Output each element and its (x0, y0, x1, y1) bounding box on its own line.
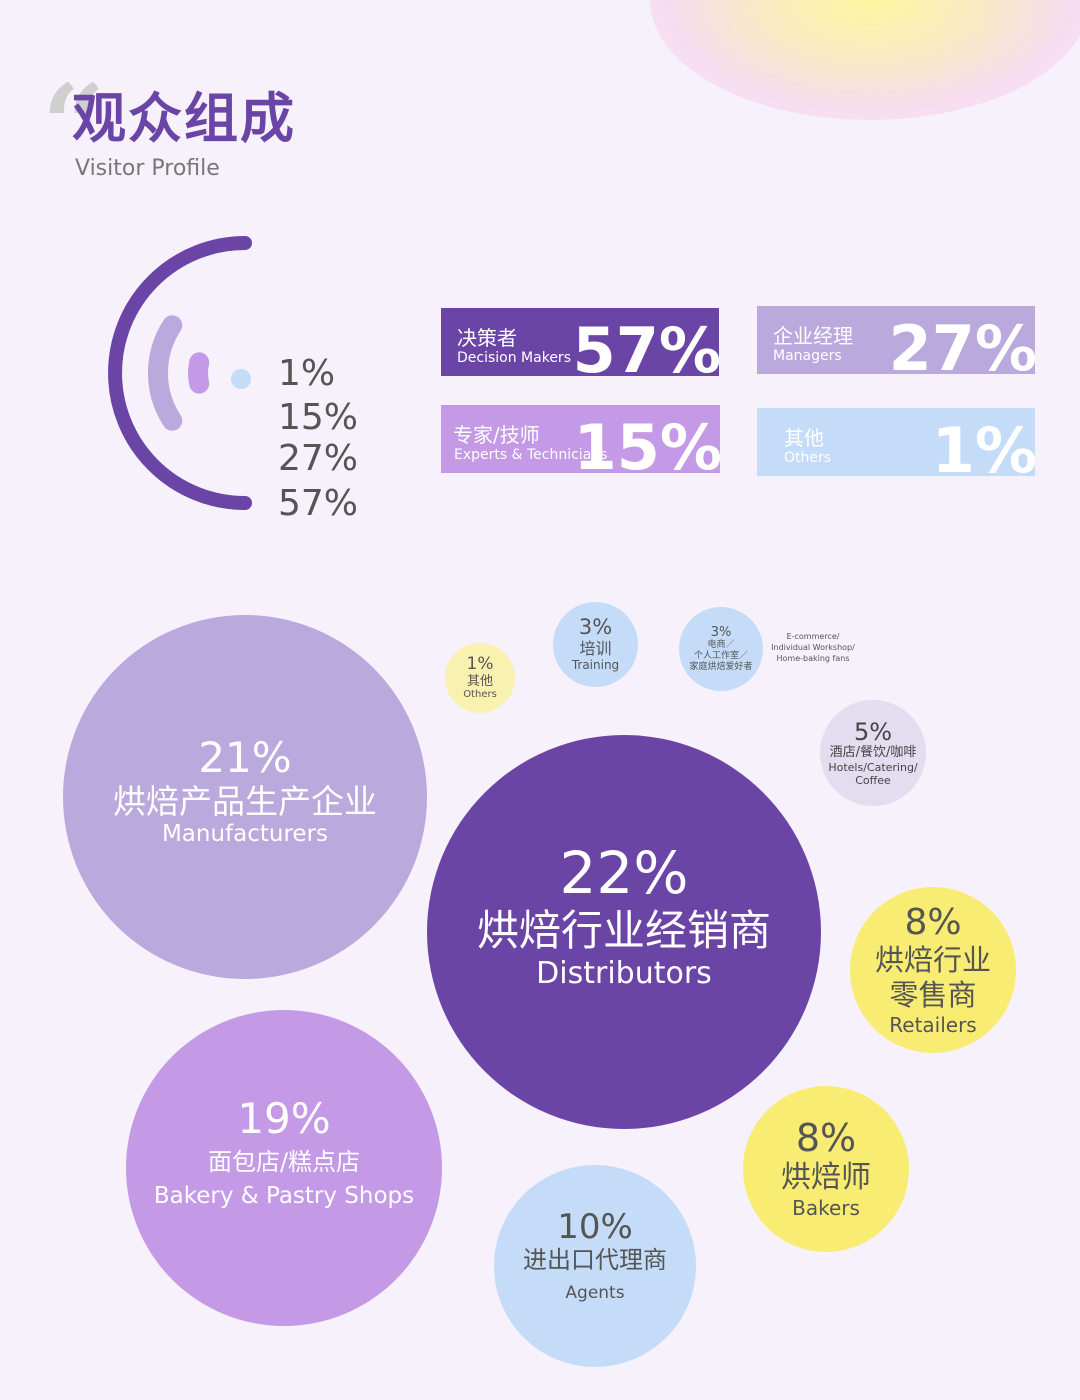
bubble-label-en: Agents (565, 1282, 625, 1303)
ecommerce-english-note: E-commerce/ Individual Workshop/ Home-ba… (768, 632, 858, 664)
legend-card-label-en: Experts & Technicians (454, 447, 608, 463)
legend-card-value: 27% (888, 312, 1035, 375)
bubble-label-en: Coffee (855, 773, 891, 787)
legend-card-managers: 企业经理 Managers 27% (757, 306, 1035, 374)
bubble-label-en: Retailers (889, 1012, 977, 1037)
legend-card-value: 15% (573, 411, 720, 474)
radial-value-label: 57% (278, 483, 359, 524)
bubble-label-en: Hotels/Catering/ (828, 760, 918, 774)
bubble-training: 3% 培训 Training (553, 602, 638, 687)
page-title: 观众组成 (72, 87, 296, 150)
bubble-label-en: Training (571, 658, 620, 673)
radial-bar-experts (188, 352, 210, 394)
bubble-label-cn: 烘焙师 (781, 1159, 871, 1195)
bubble-retailers: 8% 烘焙行业 零售商 Retailers (850, 887, 1016, 1053)
bubble-label-cn: 零售商 (889, 977, 977, 1012)
bubble-label-en: Others (463, 689, 497, 701)
legend-card-label-cn: 专家/技师 (453, 423, 540, 447)
note-line: Home-baking fans (776, 653, 850, 663)
radial-bar-decision-makers (108, 236, 252, 510)
bubble-value: 10% (557, 1206, 633, 1247)
bubble-bakers: 8% 烘焙师 Bakers (743, 1086, 909, 1252)
legend-card-others: 其他 Others 1% (757, 408, 1035, 476)
radial-value-label: 15% (278, 397, 359, 438)
legend-card-label-en: Others (784, 450, 832, 466)
bubble-label-cn: 培训 (579, 639, 612, 659)
bubble-label-cn: 进出口代理商 (523, 1246, 667, 1275)
decorative-gradient-glow (650, 0, 1080, 120)
radial-bar-managers (148, 315, 183, 431)
legend-card-decision-makers: 决策者 Decision Makers 57% (441, 308, 719, 376)
bubble-ecommerce: 3% 电商／ 个人工作室／ 家庭烘焙爱好者 (679, 607, 763, 691)
bubble-value: 21% (198, 733, 292, 783)
radial-value-label: 1% (278, 353, 336, 394)
bubble-label-cn: 面包店/糕点店 (207, 1147, 361, 1176)
legend-card-label-cn: 企业经理 (773, 324, 853, 348)
legend-card-experts: 专家/技师 Experts & Technicians 15% (441, 405, 720, 473)
page-subtitle: Visitor Profile (75, 156, 220, 181)
bubble-agents: 10% 进出口代理商 Agents (494, 1165, 696, 1367)
legend-card-label-cn: 决策者 (457, 326, 517, 350)
bubble-label-cn: 家庭烘焙爱好者 (689, 661, 753, 672)
radial-bar-others (231, 369, 251, 389)
bubble-label-en: Distributors (536, 956, 712, 992)
radial-value-label: 27% (278, 438, 359, 479)
legend-card-value: 1% (931, 414, 1035, 477)
bubble-label-en: Manufacturers (161, 821, 329, 848)
bubble-value: 8% (795, 1116, 857, 1161)
bubble-label-cn: 酒店/餐饮/咖啡 (829, 745, 917, 761)
note-line: E-commerce/ (786, 632, 840, 641)
bubble-distributors: 22% 烘焙行业经销商 Distributors (427, 735, 821, 1129)
bubble-value: 3% (578, 615, 613, 640)
radial-bar-chart (108, 236, 252, 510)
bubble-label-cn: 个人工作室／ (693, 650, 748, 661)
bubble-label-cn: 其他 (466, 673, 493, 689)
bubble-manufacturers: 21% 烘焙产品生产企业 Manufacturers (63, 615, 427, 979)
bubble-label-en: Bakery & Pastry Shops (153, 1182, 415, 1209)
legend-card-value: 57% (572, 314, 719, 377)
legend-card-label-en: Managers (773, 348, 842, 364)
bubble-label-cn: 烘焙行业经销商 (476, 905, 771, 955)
bubble-bakery: 19% 面包店/糕点店 Bakery & Pastry Shops (126, 1010, 442, 1326)
bubble-value: 1% (466, 653, 494, 674)
bubble-value: 19% (237, 1093, 331, 1143)
bubble-label-cn: 烘焙产品生产企业 (113, 781, 377, 821)
legend-card-label-cn: 其他 (784, 426, 824, 450)
quote-mark-icon: “ (42, 60, 106, 189)
bubble-label-en: Bakers (792, 1195, 860, 1220)
legend-card-label-en: Decision Makers (457, 350, 571, 366)
bubble-value: 22% (559, 838, 689, 907)
bubble-others: 1% 其他 Others (445, 643, 515, 713)
bubble-value: 5% (853, 717, 893, 746)
bubble-label-cn: 电商／ (707, 639, 735, 650)
bubble-value: 8% (904, 902, 962, 944)
bubble-hotels: 5% 酒店/餐饮/咖啡 Hotels/Catering/ Coffee (820, 700, 926, 806)
note-line: Individual Workshop/ (771, 642, 855, 652)
bubble-value: 3% (710, 624, 732, 640)
bubble-label-cn: 烘焙行业 (874, 943, 991, 977)
